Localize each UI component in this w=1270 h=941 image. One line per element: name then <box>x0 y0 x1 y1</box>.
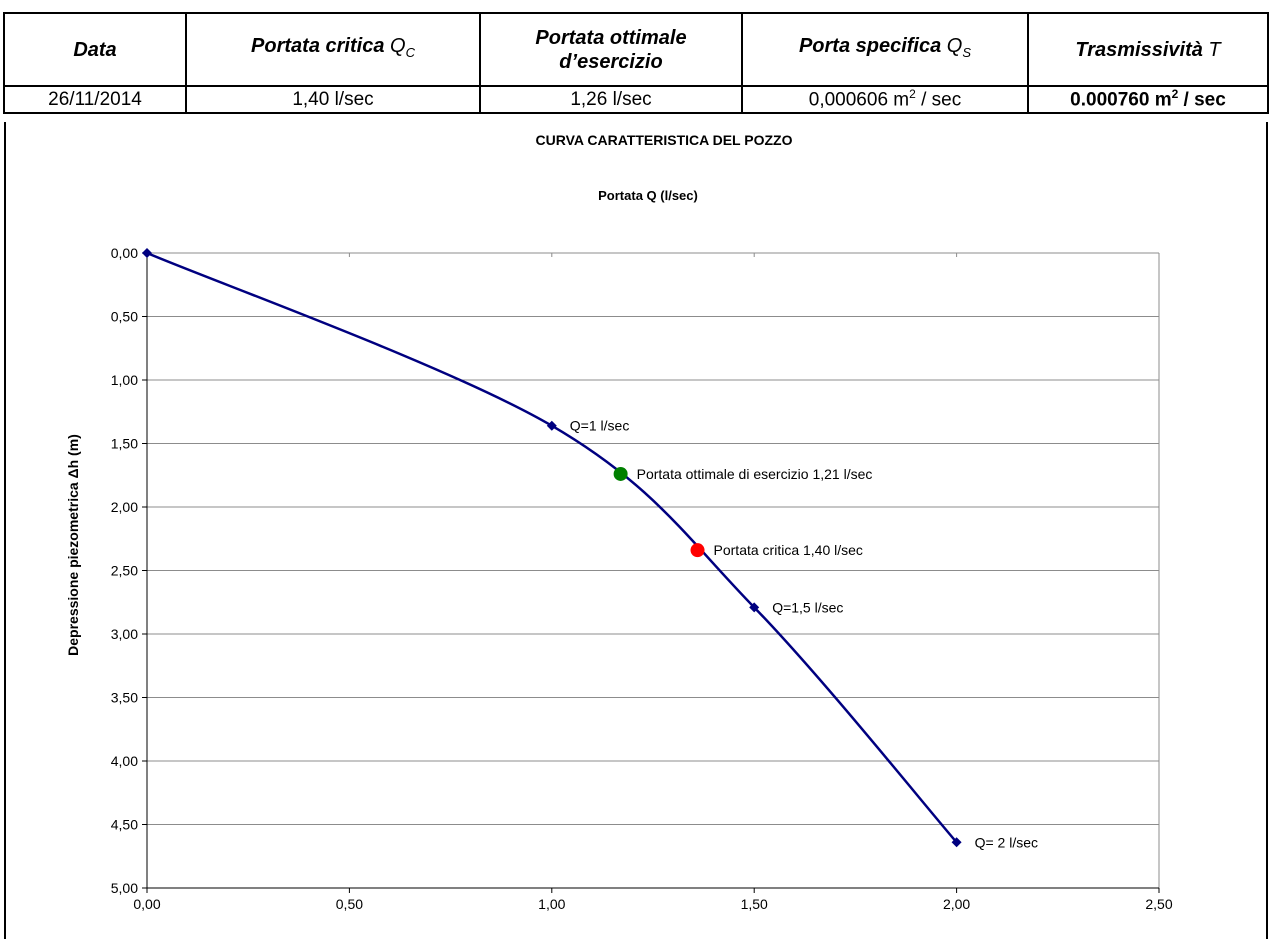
cell-data: 26/11/2014 <box>3 85 187 114</box>
grid-lines <box>147 252 1160 888</box>
chart-container <box>4 122 1268 939</box>
header-trasmissivita-label: Trasmissività <box>1075 38 1209 61</box>
data-row: 26/11/2014 1,40 l/sec 1,26 l/sec 0,00060… <box>3 85 1269 114</box>
header-portata-ottimale-label: Portata ottimale d’esercizio <box>535 26 687 73</box>
y-tick-label: 2,00 <box>111 499 138 515</box>
header-qs-symbol: QS <box>946 35 972 60</box>
x-tick-label: 0,50 <box>336 896 363 912</box>
y-tick-label: 3,00 <box>111 626 138 642</box>
y-tick-label: 4,00 <box>111 753 138 769</box>
header-data: Data <box>3 12 187 87</box>
axes: 0,00 0,50 1,00 1,50 2,00 2,50 3,00 3,50 4,00 4,50… <box>111 245 1173 912</box>
data-point-marker <box>546 420 557 431</box>
header-portata-ottimale: Portata ottimale d’esercizio <box>479 12 743 87</box>
y-tick-label: 2,50 <box>111 563 138 579</box>
x-tick-label: 2,00 <box>943 896 970 912</box>
highlight-point-marker <box>690 543 705 558</box>
data-point-label: Q= 2 l/sec <box>975 834 1038 850</box>
x-tick-label: 1,50 <box>741 896 768 912</box>
header-data-label: Data <box>73 38 117 61</box>
y-tick-label: 0,00 <box>111 245 138 261</box>
cell-portata-specifica: 0,000606 m2 / sec <box>741 85 1029 114</box>
cell-trasmissivita: 0.000760 m2 / sec <box>1027 85 1269 114</box>
header-portata-critica: Portata critica QC <box>185 12 481 87</box>
y-tick-label: 1,00 <box>111 372 138 388</box>
y-tick-label: 3,50 <box>111 690 138 706</box>
cell-portata-ottimale: 1,26 l/sec <box>479 85 743 114</box>
header-t-symbol: T <box>1208 38 1221 61</box>
header-portata-critica-label: Portata critica <box>251 35 390 57</box>
header-trasmissivita: Trasmissività T <box>1027 12 1269 87</box>
data-point-label: Q=1 l/sec <box>570 418 630 434</box>
series-line <box>146 251 958 844</box>
data-point-label: Portata critica 1,40 l/sec <box>714 542 863 558</box>
x-tick-label: 2,50 <box>1145 896 1172 912</box>
y-tick-label: 5,00 <box>111 880 138 896</box>
header-qc-symbol: QC <box>390 35 415 60</box>
data-point-label: Q=1,5 l/sec <box>772 599 843 615</box>
header-row: Data Portata critica QC Portata ottimale… <box>3 12 1269 87</box>
y-tick-label: 0,50 <box>111 309 138 325</box>
y-tick-label: 1,50 <box>111 436 138 452</box>
header-portata-specifica: Porta specifica QS <box>741 12 1029 87</box>
header-portata-specifica-label: Porta specifica <box>798 35 947 57</box>
y-axis-title: Depressione piezometrica Δh (m) <box>65 434 81 656</box>
marks-layer: Q=1 l/sec Q=1,5 l/sec Q= 2 l/sec Portata ot… <box>142 248 1038 850</box>
data-point-marker <box>749 602 760 613</box>
x-axis-title: Portata Q (l/sec) <box>598 188 698 203</box>
cell-portata-critica: 1,40 l/sec <box>185 85 481 114</box>
data-point-marker <box>951 837 962 848</box>
data-point-marker <box>142 248 152 258</box>
chart-title: CURVA CARATTERISTICA DEL POZZO <box>536 132 793 148</box>
data-point-label: Portata ottimale di esercizio 1,21 l/sec <box>637 466 873 482</box>
x-tick-label: 1,00 <box>538 896 565 912</box>
summary-table: Data Portata critica QC Portata ottimale… <box>3 12 1269 114</box>
y-tick-label: 4,50 <box>111 817 138 833</box>
highlight-point-marker <box>613 466 628 481</box>
x-tick-label: 0,00 <box>133 896 160 912</box>
curve-layer <box>146 251 958 844</box>
